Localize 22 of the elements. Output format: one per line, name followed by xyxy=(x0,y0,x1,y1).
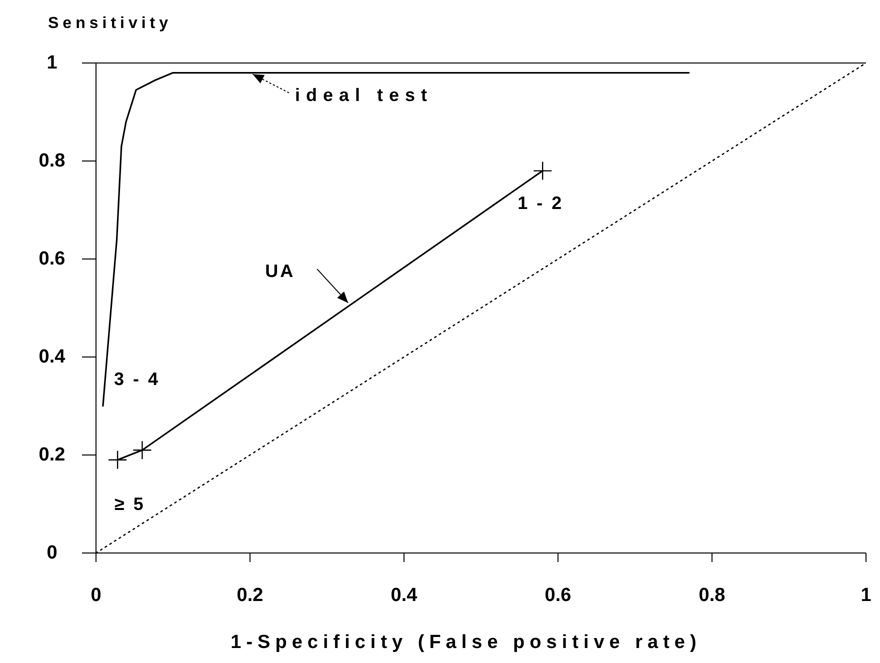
annotation: 3 - 4 xyxy=(114,369,160,389)
annotation: UA xyxy=(265,261,296,282)
x-tick-label: 0.2 xyxy=(236,585,264,606)
y-tick-label: 1 xyxy=(46,52,58,74)
annotation: 1 - 2 xyxy=(518,192,564,213)
x-tick-label: 0.6 xyxy=(544,585,572,606)
y-axis-title: Sensitivity xyxy=(48,15,172,32)
y-tick-label: 0.6 xyxy=(38,248,66,270)
y-tick-label: 0 xyxy=(46,542,58,564)
x-tick-label: 0.4 xyxy=(390,585,418,606)
x-tick-label: 0 xyxy=(90,585,102,606)
line-series xyxy=(102,72,690,407)
point xyxy=(133,441,152,460)
y-tick-label: 0.8 xyxy=(38,150,66,172)
annotation: ideal test xyxy=(295,84,434,105)
x-tick-label: 0.8 xyxy=(698,585,726,606)
annotation: ≥ 5 xyxy=(114,494,146,514)
y-tick-label: 0.2 xyxy=(38,444,66,466)
point xyxy=(534,162,552,180)
y-tick-label: 0.4 xyxy=(38,346,66,368)
x-tick-label: 1 xyxy=(860,585,872,606)
x-axis-title: 1-Specificity (False positive rate) xyxy=(230,632,702,653)
